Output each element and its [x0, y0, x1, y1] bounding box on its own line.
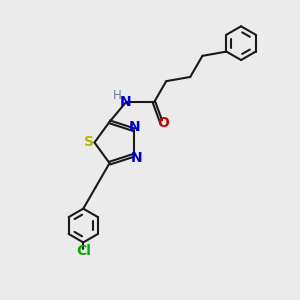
Text: H: H [113, 89, 122, 102]
Text: S: S [84, 136, 94, 149]
Text: O: O [158, 116, 169, 130]
Text: Cl: Cl [76, 244, 91, 258]
Text: N: N [120, 95, 132, 109]
Text: N: N [131, 151, 143, 164]
Text: N: N [129, 121, 140, 134]
